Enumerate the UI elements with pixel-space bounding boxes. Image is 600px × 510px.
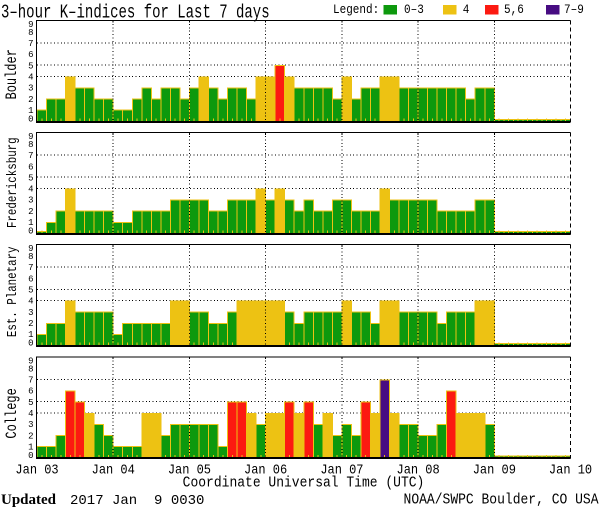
svg-text:Jan 04: Jan 04 bbox=[92, 462, 135, 478]
svg-text:7: 7 bbox=[28, 151, 33, 161]
svg-text:Jan 10: Jan 10 bbox=[549, 462, 592, 478]
svg-text:2: 2 bbox=[28, 207, 33, 217]
svg-text:4: 4 bbox=[463, 3, 470, 18]
svg-text:8: 8 bbox=[28, 252, 33, 262]
svg-text:Est. Planetary: Est. Planetary bbox=[5, 246, 21, 337]
svg-text:4: 4 bbox=[28, 297, 33, 307]
svg-text:3: 3 bbox=[28, 420, 33, 430]
svg-text:0: 0 bbox=[28, 339, 33, 349]
svg-text:0: 0 bbox=[28, 115, 33, 125]
svg-text:Jan 03: Jan 03 bbox=[15, 462, 58, 478]
svg-text:Jan 06: Jan 06 bbox=[244, 462, 287, 478]
svg-text:3: 3 bbox=[28, 308, 33, 318]
svg-text:8: 8 bbox=[28, 28, 33, 38]
svg-text:1: 1 bbox=[28, 106, 33, 116]
svg-text:3: 3 bbox=[28, 196, 33, 206]
svg-text:3: 3 bbox=[28, 84, 33, 94]
svg-text:2: 2 bbox=[28, 319, 33, 329]
svg-text:0–3: 0–3 bbox=[404, 3, 424, 18]
svg-text:0: 0 bbox=[28, 451, 33, 461]
svg-text:Jan 08: Jan 08 bbox=[397, 462, 440, 478]
svg-text:Coordinate Universal Time (UTC: Coordinate Universal Time (UTC) bbox=[183, 475, 425, 492]
svg-text:Boulder: Boulder bbox=[4, 49, 22, 99]
svg-text:9: 9 bbox=[28, 132, 33, 142]
svg-text:Jan 07: Jan 07 bbox=[320, 462, 363, 478]
svg-text:7: 7 bbox=[28, 376, 33, 386]
svg-text:1: 1 bbox=[28, 330, 33, 340]
svg-text:Fredericksburg: Fredericksburg bbox=[5, 137, 21, 228]
svg-text:2: 2 bbox=[28, 431, 33, 441]
svg-text:8: 8 bbox=[28, 364, 33, 374]
svg-text:5: 5 bbox=[28, 286, 33, 296]
svg-text:8: 8 bbox=[28, 140, 33, 150]
svg-text:7–9: 7–9 bbox=[564, 3, 584, 18]
svg-text:7: 7 bbox=[28, 263, 33, 273]
svg-text:0: 0 bbox=[28, 227, 33, 237]
svg-text:5: 5 bbox=[28, 61, 33, 71]
svg-text:9: 9 bbox=[28, 20, 33, 30]
svg-text:1: 1 bbox=[28, 442, 33, 452]
svg-text:6: 6 bbox=[28, 162, 33, 172]
svg-text:Jan 09: Jan 09 bbox=[473, 462, 516, 478]
svg-text:9: 9 bbox=[28, 244, 33, 254]
svg-text:2: 2 bbox=[28, 95, 33, 105]
svg-text:6: 6 bbox=[28, 387, 33, 397]
svg-text:4: 4 bbox=[28, 409, 33, 419]
svg-text:3–hour K–indices for Last 7 da: 3–hour K–indices for Last 7 days bbox=[1, 3, 270, 25]
svg-text:1: 1 bbox=[28, 218, 33, 228]
svg-text:6: 6 bbox=[28, 50, 33, 60]
svg-text:4: 4 bbox=[28, 72, 33, 82]
svg-text:5: 5 bbox=[28, 398, 33, 408]
svg-text:Legend:: Legend: bbox=[333, 3, 379, 18]
svg-text:5: 5 bbox=[28, 173, 33, 183]
svg-text:7: 7 bbox=[28, 39, 33, 49]
svg-text:2017 Jan 9 0030: 2017 Jan 9 0030 bbox=[70, 493, 204, 509]
svg-text:Jan 05: Jan 05 bbox=[168, 462, 211, 478]
svg-text:9: 9 bbox=[28, 356, 33, 366]
svg-text:6: 6 bbox=[28, 274, 33, 284]
svg-text:College: College bbox=[4, 388, 22, 438]
svg-text:NOAA/SWPC Boulder, CO USA: NOAA/SWPC Boulder, CO USA bbox=[404, 492, 600, 509]
svg-text:Updated: Updated bbox=[1, 492, 57, 508]
svg-text:4: 4 bbox=[28, 185, 33, 195]
svg-text:5,6: 5,6 bbox=[504, 3, 524, 18]
